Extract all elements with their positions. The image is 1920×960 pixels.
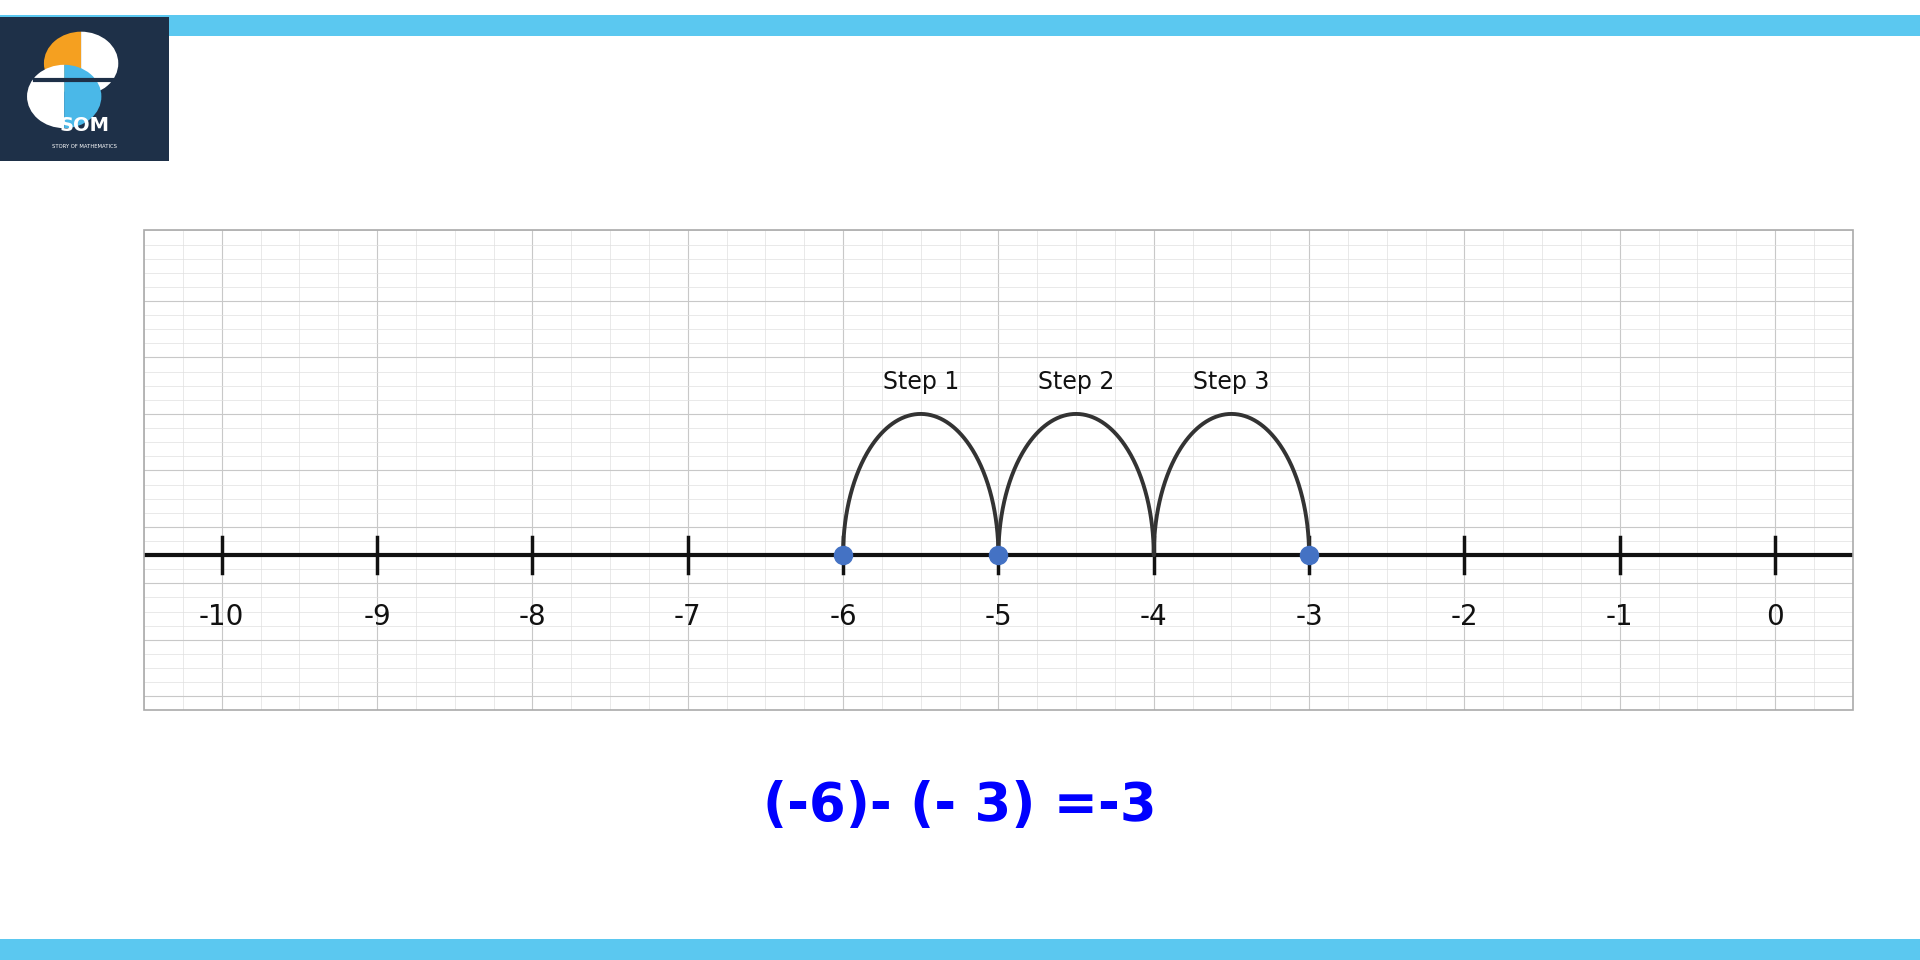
Text: STORY OF MATHEMATICS: STORY OF MATHEMATICS	[52, 144, 117, 150]
Text: (-6)- (- 3) =-3: (-6)- (- 3) =-3	[762, 780, 1158, 832]
Text: 0: 0	[1766, 603, 1784, 631]
Text: Step 1: Step 1	[883, 371, 958, 395]
Text: -8: -8	[518, 603, 545, 631]
Wedge shape	[27, 65, 63, 129]
Text: Step 3: Step 3	[1192, 371, 1269, 395]
Text: Step 2: Step 2	[1039, 371, 1114, 395]
Wedge shape	[81, 32, 119, 95]
Text: -9: -9	[363, 603, 392, 631]
Text: -10: -10	[200, 603, 244, 631]
Text: -6: -6	[829, 603, 856, 631]
Wedge shape	[44, 32, 81, 95]
Text: SOM: SOM	[60, 116, 109, 134]
Text: -7: -7	[674, 603, 701, 631]
Text: -4: -4	[1140, 603, 1167, 631]
Text: -5: -5	[985, 603, 1012, 631]
Wedge shape	[63, 65, 102, 129]
Text: -3: -3	[1296, 603, 1323, 631]
Text: -1: -1	[1605, 603, 1634, 631]
Text: -2: -2	[1452, 603, 1478, 631]
